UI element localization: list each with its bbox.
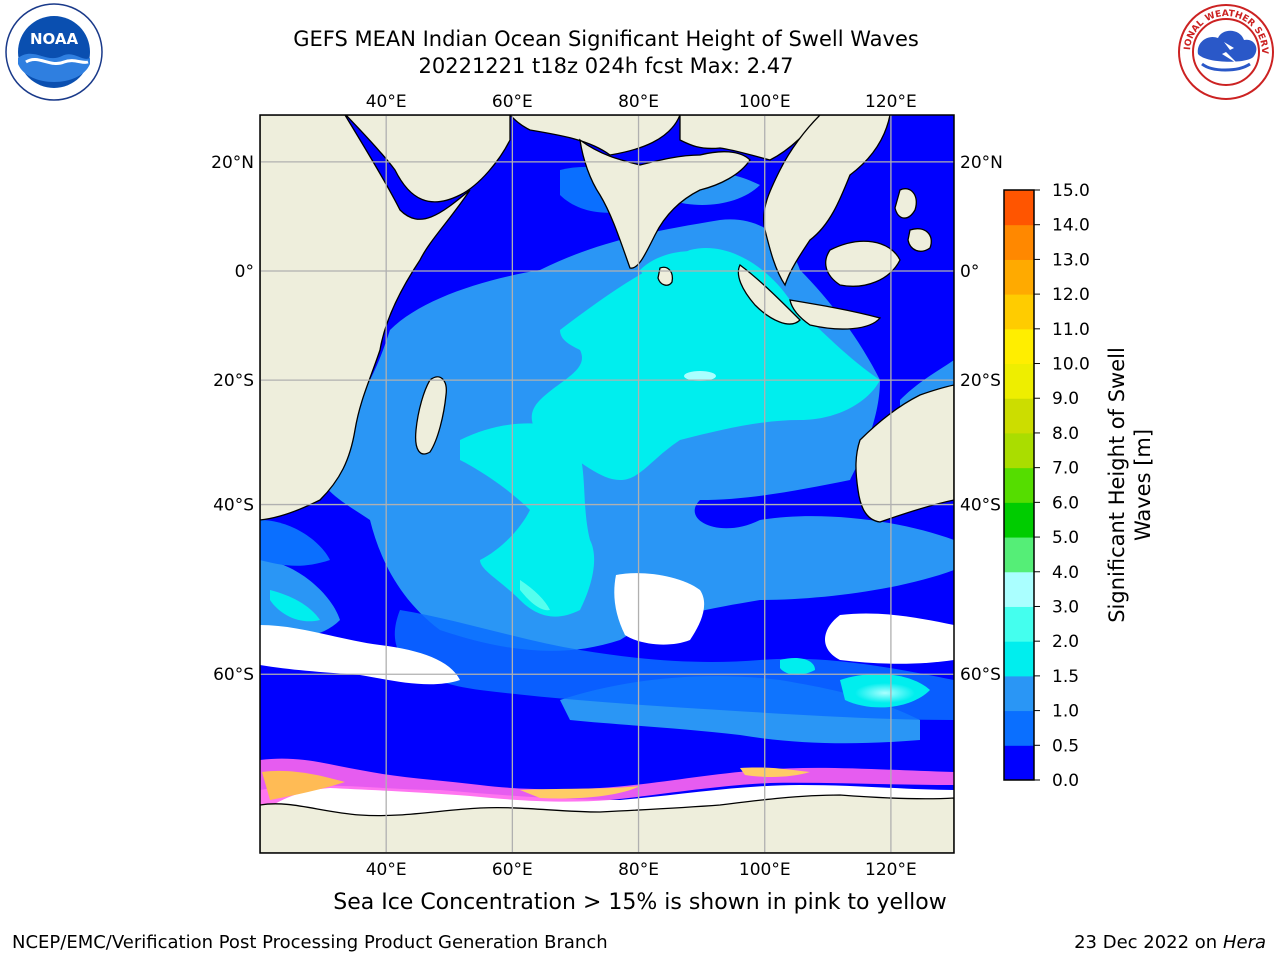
chart-subtitle: 20221221 t18z 024h fcst Max: 2.47 (418, 54, 794, 78)
footer-date-text: 23 Dec 2022 on (1074, 932, 1218, 953)
colorbar-swatch (1004, 259, 1034, 295)
map-panel (260, 115, 954, 853)
colorbar-tick-label: 1.0 (1052, 702, 1079, 722)
colorbar-swatch (1004, 363, 1034, 399)
colorbar-frame (1003, 189, 1035, 781)
colorbar-tick-label: 8.0 (1052, 424, 1079, 444)
lon-tick-label-top: 60°E (492, 92, 533, 112)
lat-tick-label-left: 20°N (211, 153, 254, 173)
colorbar-tick-label: 1.5 (1052, 667, 1079, 687)
chart-title: GEFS MEAN Indian Ocean Significant Heigh… (293, 27, 919, 51)
lat-tick-label-left: 60°S (213, 665, 254, 685)
colorbar-swatch (1004, 502, 1034, 538)
map-gridlines (260, 115, 954, 853)
colorbar-label-line2: Waves [m] (1131, 429, 1155, 541)
noaa-logo-text: NOAA (30, 30, 79, 48)
lon-tick-label-bottom: 60°E (492, 860, 533, 880)
swell-field-2m (520, 371, 915, 703)
colorbar-swatch (1004, 641, 1034, 677)
lon-tick-label-bottom: 80°E (618, 860, 659, 880)
colorbar-label-line1: Significant Height of Swell (1105, 347, 1129, 623)
colorbar-swatch (1004, 398, 1034, 434)
colorbar-tick-label: 2.0 (1052, 632, 1079, 652)
footer-date: 23 Dec 2022 on Hera (1074, 932, 1266, 953)
colorbar-tick-label: 11.0 (1052, 320, 1090, 340)
colorbar-tick-label: 6.0 (1052, 493, 1079, 513)
lon-tick-label-bottom: 100°E (739, 860, 791, 880)
colorbar-swatch (1004, 710, 1034, 746)
colorbar-tick-label: 4.0 (1052, 563, 1079, 583)
colorbar-swatch (1004, 224, 1034, 260)
colorbar-tick-label: 9.0 (1052, 389, 1079, 409)
lat-tick-label-right: 60°S (960, 665, 1001, 685)
colorbar-swatch (1004, 190, 1034, 226)
axis-tick-labels: 40°E 40°E 60°E 60°E 80°E 80°E 100°E 100°E 120°E 1… (211, 92, 1003, 880)
nws-logo: NATIONAL WEATHER SERVICE (1176, 2, 1274, 100)
colorbar-tick-label: 5.0 (1052, 528, 1079, 548)
lat-tick-label-right: 0° (960, 262, 979, 282)
colorbar-tick-label: 12.0 (1052, 285, 1090, 305)
colorbar-tick-label: 13.0 (1052, 250, 1090, 270)
lon-tick-label-top: 80°E (618, 92, 659, 112)
lon-tick-label-top: 40°E (366, 92, 407, 112)
colorbar-swatch (1004, 675, 1034, 712)
lon-tick-label-top: 100°E (739, 92, 791, 112)
colorbar-swatch (1004, 606, 1034, 642)
colorbar-swatch (1004, 328, 1034, 365)
colorbar-swatch (1004, 467, 1034, 503)
lat-tick-label-right: 20°S (960, 371, 1001, 391)
lon-tick-label-bottom: 40°E (366, 860, 407, 880)
colorbar-swatch (1004, 432, 1034, 469)
colorbar-swatch (1004, 571, 1034, 607)
sea-ice-caption: Sea Ice Concentration > 15% is shown in … (333, 890, 947, 915)
noaa-logo: NOAA (5, 3, 103, 101)
colorbar-tick-label: 7.0 (1052, 459, 1079, 479)
lat-tick-label-left: 20°S (213, 371, 254, 391)
colorbar-swatch (1004, 537, 1034, 573)
colorbar-swatch (1004, 294, 1034, 330)
lat-tick-label-left: 40°S (213, 496, 254, 516)
footer-host: Hera (1222, 932, 1266, 953)
lat-tick-label-left: 0° (235, 262, 254, 282)
colorbar-tick-label: 14.0 (1052, 216, 1090, 236)
lon-tick-label-top: 120°E (865, 92, 917, 112)
colorbar: 0.0 0.5 1.0 1.5 2.0 3.0 4.0 5.0 6.0 7.0 8.0 9.0 10.0… (1003, 181, 1090, 791)
lat-tick-label-right: 40°S (960, 496, 1001, 516)
colorbar-tick-label: 10.0 (1052, 355, 1090, 375)
lat-tick-label-right: 20°N (960, 153, 1003, 173)
colorbar-tick-label: 15.0 (1052, 181, 1090, 201)
map-frame (259, 114, 955, 854)
colorbar-tick-label: 0.0 (1052, 771, 1079, 791)
sea-ice-field (260, 758, 954, 835)
lon-tick-label-bottom: 120°E (865, 860, 917, 880)
footer-credit: NCEP/EMC/Verification Post Processing Pr… (12, 932, 608, 953)
colorbar-tick-label: 0.5 (1052, 736, 1079, 756)
colorbar-swatch (1004, 745, 1034, 781)
colorbar-tick-label: 3.0 (1052, 597, 1079, 617)
